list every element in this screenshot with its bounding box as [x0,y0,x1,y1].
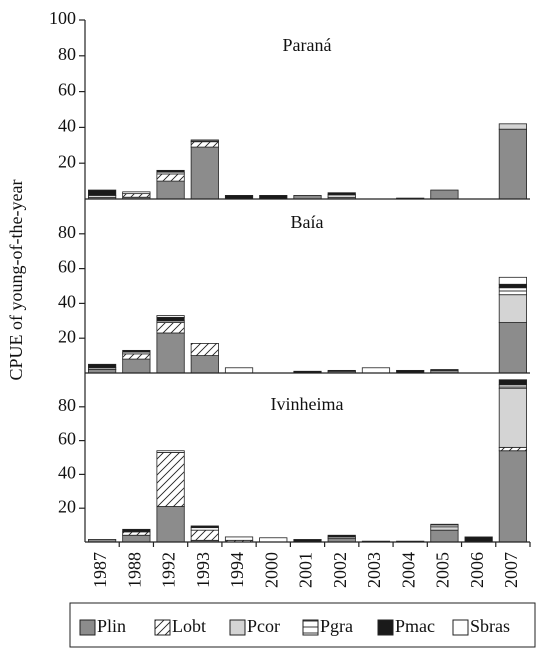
bar-segment [498,287,527,296]
bar-segment [430,369,459,371]
x-tick-label: 1987 [90,552,110,588]
x-tick-label: 2006 [467,552,487,588]
bar-segment [156,332,185,374]
bar-segment [190,355,219,374]
bar-segment [464,536,493,543]
bar-segment [88,189,117,196]
legend-swatch [229,619,246,636]
bar-segment [190,529,219,541]
bar-segment [498,128,527,200]
legend-label: Lobt [172,616,206,636]
bar-segment [327,369,356,372]
legend-label: Pcor [247,616,280,636]
panel-title: Baía [291,212,324,232]
x-tick-label: 1992 [159,552,179,588]
y-tick-label: 20 [58,326,76,346]
x-tick-label: 2000 [261,552,281,588]
bar-segment [156,506,185,543]
bar-segment [88,363,117,369]
legend-label: Pmac [395,616,435,636]
bar-segment [361,367,391,374]
bar-segment [122,193,151,198]
bar-segment [156,169,185,173]
legend-swatch [377,619,394,636]
legend-label: Sbras [470,616,510,636]
bar-segment [430,526,459,531]
legend-box [69,602,536,648]
bar-segment [498,446,527,452]
y-tick-label: 20 [58,496,76,516]
y-tick-label: 40 [58,116,76,136]
y-axis-label: CPUE of young-of-the-year [6,180,26,381]
y-tick-label: 20 [58,151,76,171]
bar-segment [122,353,151,360]
bar-segment [327,192,356,195]
bar-segment [327,194,356,198]
bar-segment [224,367,254,374]
bar-segment [327,534,356,538]
x-tick-label: 2005 [433,552,453,588]
bar-segment [122,358,151,374]
bar-segment [156,173,185,182]
x-tick-label: 1993 [193,552,213,588]
bar-segment [498,294,527,323]
bar-segment [122,349,151,353]
legend-swatch [79,619,96,636]
bar-segment [498,387,527,448]
bar-segment [156,180,185,200]
bar-segment [430,523,459,528]
bar-segment [498,123,527,130]
bar-segment [498,384,527,389]
y-tick-label: 60 [58,80,76,100]
legend-swatch [302,619,319,636]
y-tick-label: 60 [58,257,76,277]
panel-title: Ivinheima [271,394,344,414]
bar-segment [430,189,459,200]
y-tick-label: 80 [58,44,76,64]
x-tick-label: 2004 [398,552,418,588]
bar-segment [498,322,527,374]
bar-segment [156,316,185,322]
bar-segment [122,528,151,533]
legend-swatch [452,619,469,636]
x-tick-label: 2002 [330,552,350,588]
bar-segment [498,379,527,386]
bar-segment [190,146,219,200]
bar-segment [122,534,151,543]
bar-segment [156,315,185,318]
legend-label: Pgra [320,616,353,636]
y-tick-label: 60 [58,429,76,449]
x-tick-label: 2003 [364,552,384,588]
bar-segment [190,141,219,148]
y-tick-label: 100 [49,8,76,28]
y-tick-label: 80 [58,222,76,242]
panel-title: Paraná [283,35,332,55]
x-tick-label: 2001 [296,552,316,588]
bar-segment [498,276,527,285]
bar-segment [498,283,527,289]
bar-segment [498,450,527,543]
bar-segment [122,191,151,195]
x-tick-label: 1988 [124,552,144,588]
bar-segment [259,537,288,543]
legend-label: Plin [97,616,126,636]
x-tick-label: 1994 [227,552,247,588]
bar-segment [156,452,185,507]
y-tick-label: 80 [58,395,76,415]
bar-segment [190,343,219,357]
bar-segment [156,322,185,334]
x-tick-label: 2007 [501,552,521,588]
bar-segment [156,450,185,453]
bar-segment [190,525,219,529]
legend-swatch [154,619,171,636]
bar-segment [122,531,151,536]
y-tick-label: 40 [58,463,76,483]
bar-segment [430,529,459,543]
bar-segment [190,139,219,143]
bar-segment [224,536,254,541]
y-tick-label: 40 [58,292,76,312]
